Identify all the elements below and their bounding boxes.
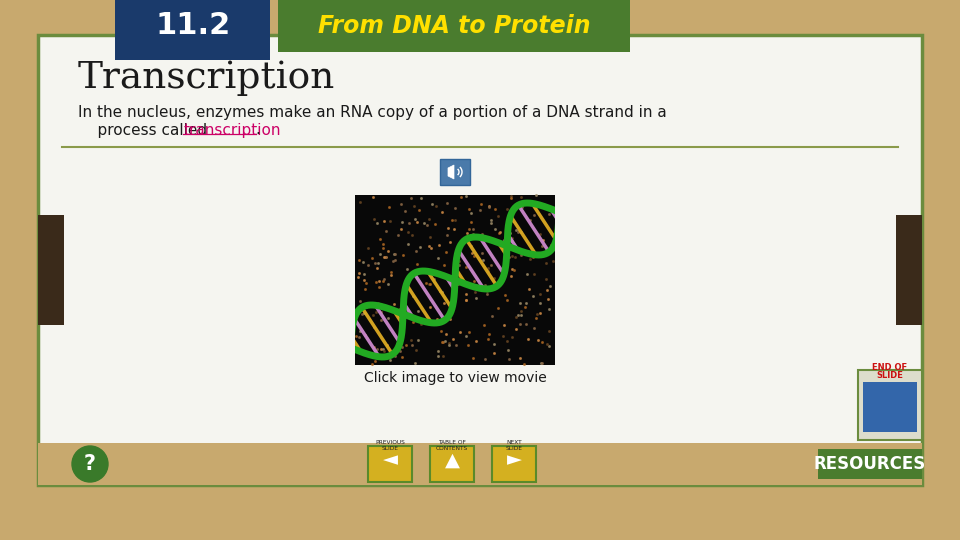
Text: TABLE OF: TABLE OF — [438, 441, 466, 446]
Circle shape — [72, 446, 108, 482]
Bar — [355, 195, 555, 365]
Text: process called: process called — [78, 123, 212, 138]
Text: Click image to view movie: Click image to view movie — [364, 371, 546, 385]
Bar — [896, 215, 922, 325]
Text: From DNA to Protein: From DNA to Protein — [318, 14, 590, 38]
Bar — [430, 446, 474, 482]
Bar — [492, 446, 536, 482]
Text: END OF: END OF — [873, 362, 907, 372]
Text: In the nucleus, enzymes make an RNA copy of a portion of a DNA strand in a: In the nucleus, enzymes make an RNA copy… — [78, 105, 667, 119]
Bar — [38, 443, 922, 485]
Text: SLIDE: SLIDE — [381, 447, 398, 451]
Polygon shape — [448, 165, 454, 179]
Text: NEXT: NEXT — [506, 441, 522, 446]
Text: ▲: ▲ — [444, 450, 460, 469]
Bar — [278, 0, 630, 52]
Text: ?: ? — [84, 454, 96, 474]
Bar — [38, 215, 64, 325]
Text: ◄: ◄ — [382, 450, 397, 469]
Bar — [858, 370, 922, 440]
FancyBboxPatch shape — [38, 35, 922, 485]
Bar — [115, 0, 270, 60]
Text: RESOURCES: RESOURCES — [814, 455, 926, 473]
Text: SLIDE: SLIDE — [876, 372, 903, 381]
Bar — [440, 159, 470, 185]
Text: .: . — [255, 123, 260, 138]
Bar — [368, 446, 412, 482]
Text: transcription: transcription — [183, 123, 281, 138]
Bar — [863, 382, 917, 432]
Text: CONTENTS: CONTENTS — [436, 447, 468, 451]
Text: Transcription: Transcription — [78, 60, 335, 96]
Text: SLIDE: SLIDE — [506, 447, 522, 451]
Bar — [818, 449, 922, 479]
Text: ►: ► — [507, 450, 521, 469]
Text: 11.2: 11.2 — [156, 11, 230, 40]
Text: PREVIOUS: PREVIOUS — [375, 441, 405, 446]
